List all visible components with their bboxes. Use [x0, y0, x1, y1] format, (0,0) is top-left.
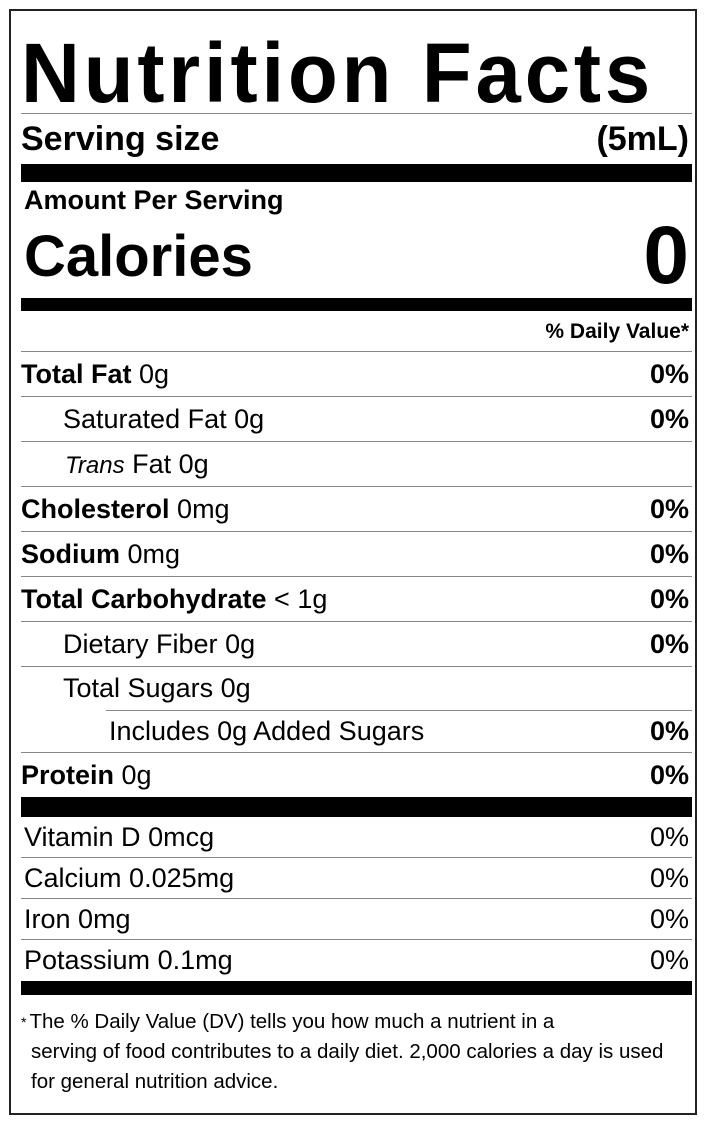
nutrient-name-suffix: Fat	[132, 448, 172, 479]
nutrient-dv: 0%	[649, 628, 689, 659]
divider	[21, 113, 692, 114]
nutrient-amount: 0mg	[177, 493, 230, 524]
divider	[21, 486, 692, 487]
nutrient-amount: 0g	[220, 673, 251, 703]
nutrient-dv: 0%	[649, 358, 689, 389]
divider	[21, 939, 692, 940]
footnote-asterisk: *	[21, 1014, 27, 1030]
thick-divider	[21, 981, 692, 995]
nutrient-row-dietary-fiber: Dietary Fiber 0g 0%	[21, 622, 689, 666]
vitamin-amount: 0mcg	[148, 822, 215, 852]
nutrient-name: Includes 0g Added Sugars	[109, 716, 425, 746]
nutrient-name: Trans	[65, 451, 125, 479]
divider	[21, 621, 692, 622]
vitamin-dv: 0%	[649, 904, 689, 934]
nutrient-dv: 0%	[649, 759, 689, 790]
calories-label: Calories	[24, 223, 253, 289]
serving-size-row: Serving size (5mL)	[21, 115, 689, 163]
nutrient-amount: 0g	[234, 403, 265, 434]
vitamin-row-iron: Iron 0mg 0%	[21, 899, 689, 940]
nutrient-row-cholesterol: Cholesterol 0mg 0%	[21, 487, 689, 531]
divider	[21, 576, 692, 577]
nutrient-dv: 0%	[649, 538, 689, 569]
nutrient-dv: 0%	[649, 716, 689, 746]
nutrient-dv: 0%	[649, 403, 689, 434]
label-title: Nutrition Facts	[21, 26, 655, 120]
nutrient-row-total-carbohydrate: Total Carbohydrate < 1g 0%	[21, 577, 689, 621]
nutrient-name: Total Sugars	[63, 673, 214, 703]
vitamin-dv: 0%	[649, 863, 689, 893]
vitamin-name: Iron	[24, 904, 71, 934]
vitamin-amount: 0.025mg	[129, 863, 235, 893]
thick-divider	[21, 164, 692, 182]
vitamin-row-calcium: Calcium 0.025mg 0%	[21, 858, 689, 899]
nutrient-row-trans-fat: Trans Fat 0g	[21, 442, 689, 486]
nutrient-name: Sodium	[21, 538, 120, 569]
divider	[21, 752, 692, 753]
nutrient-row-added-sugars: Includes 0g Added Sugars 0%	[21, 711, 689, 752]
nutrient-name: Protein	[21, 759, 115, 790]
nutrient-dv: 0%	[649, 493, 689, 524]
nutrient-name: Saturated Fat	[63, 403, 227, 434]
nutrient-name: Cholesterol	[21, 493, 170, 524]
vitamin-dv: 0%	[649, 822, 689, 852]
vitamin-amount: 0mg	[78, 904, 131, 934]
vitamin-amount: 0.1mg	[157, 945, 233, 975]
nutrient-amount: 0g	[178, 448, 209, 479]
serving-size-label: Serving size	[21, 119, 220, 158]
vitamin-row-vitamin-d: Vitamin D 0mcg 0%	[21, 817, 689, 858]
divider	[21, 898, 692, 899]
nutrient-row-total-sugars: Total Sugars 0g	[21, 667, 689, 710]
nutrient-dv: 0%	[649, 583, 689, 614]
nutrient-name: Total Fat	[21, 358, 132, 389]
divider	[106, 710, 692, 711]
divider	[21, 441, 692, 442]
nutrient-row-protein: Protein 0g 0%	[21, 753, 689, 797]
divider	[21, 666, 692, 667]
nutrient-amount: < 1g	[274, 583, 328, 614]
footnote-continuation: serving of food contributes to a daily d…	[31, 1040, 664, 1093]
footnote-line: The % Daily Value (DV) tells you how muc…	[29, 1010, 555, 1033]
nutrient-amount: 0mg	[127, 538, 181, 569]
divider	[21, 396, 692, 397]
vitamin-dv: 0%	[649, 945, 689, 975]
daily-value-header-text: % Daily Value*	[545, 320, 689, 343]
nutrition-facts-label: Nutrition Facts Serving size (5mL) Amoun…	[9, 9, 697, 1115]
nutrient-name: Dietary Fiber	[63, 628, 218, 659]
nutrient-row-total-fat: Total Fat 0g 0%	[21, 352, 689, 396]
divider	[21, 351, 692, 352]
thick-divider	[21, 797, 692, 817]
serving-size-value: (5mL)	[596, 119, 689, 158]
nutrient-amount: 0g	[121, 759, 152, 790]
vitamin-row-potassium: Potassium 0.1mg 0%	[21, 940, 689, 981]
calories-row: Calories 0	[21, 210, 689, 301]
nutrient-row-sodium: Sodium 0mg 0%	[21, 532, 689, 576]
daily-value-header: % Daily Value*	[21, 313, 689, 351]
vitamin-name: Calcium	[24, 863, 122, 893]
calories-value: 0	[643, 210, 689, 301]
vitamin-name: Vitamin D	[24, 822, 141, 852]
divider	[21, 531, 692, 532]
amount-per-serving: Amount Per Serving	[24, 185, 284, 215]
divider	[21, 857, 692, 858]
footnote: * The % Daily Value (DV) tells you how mu…	[21, 1007, 681, 1097]
nutrient-row-saturated-fat: Saturated Fat 0g 0%	[21, 397, 689, 441]
nutrient-amount: 0g	[225, 628, 256, 659]
nutrient-name: Total Carbohydrate	[21, 583, 267, 614]
nutrient-amount: 0g	[139, 358, 170, 389]
thick-divider	[21, 298, 692, 311]
vitamin-name: Potassium	[24, 945, 151, 975]
